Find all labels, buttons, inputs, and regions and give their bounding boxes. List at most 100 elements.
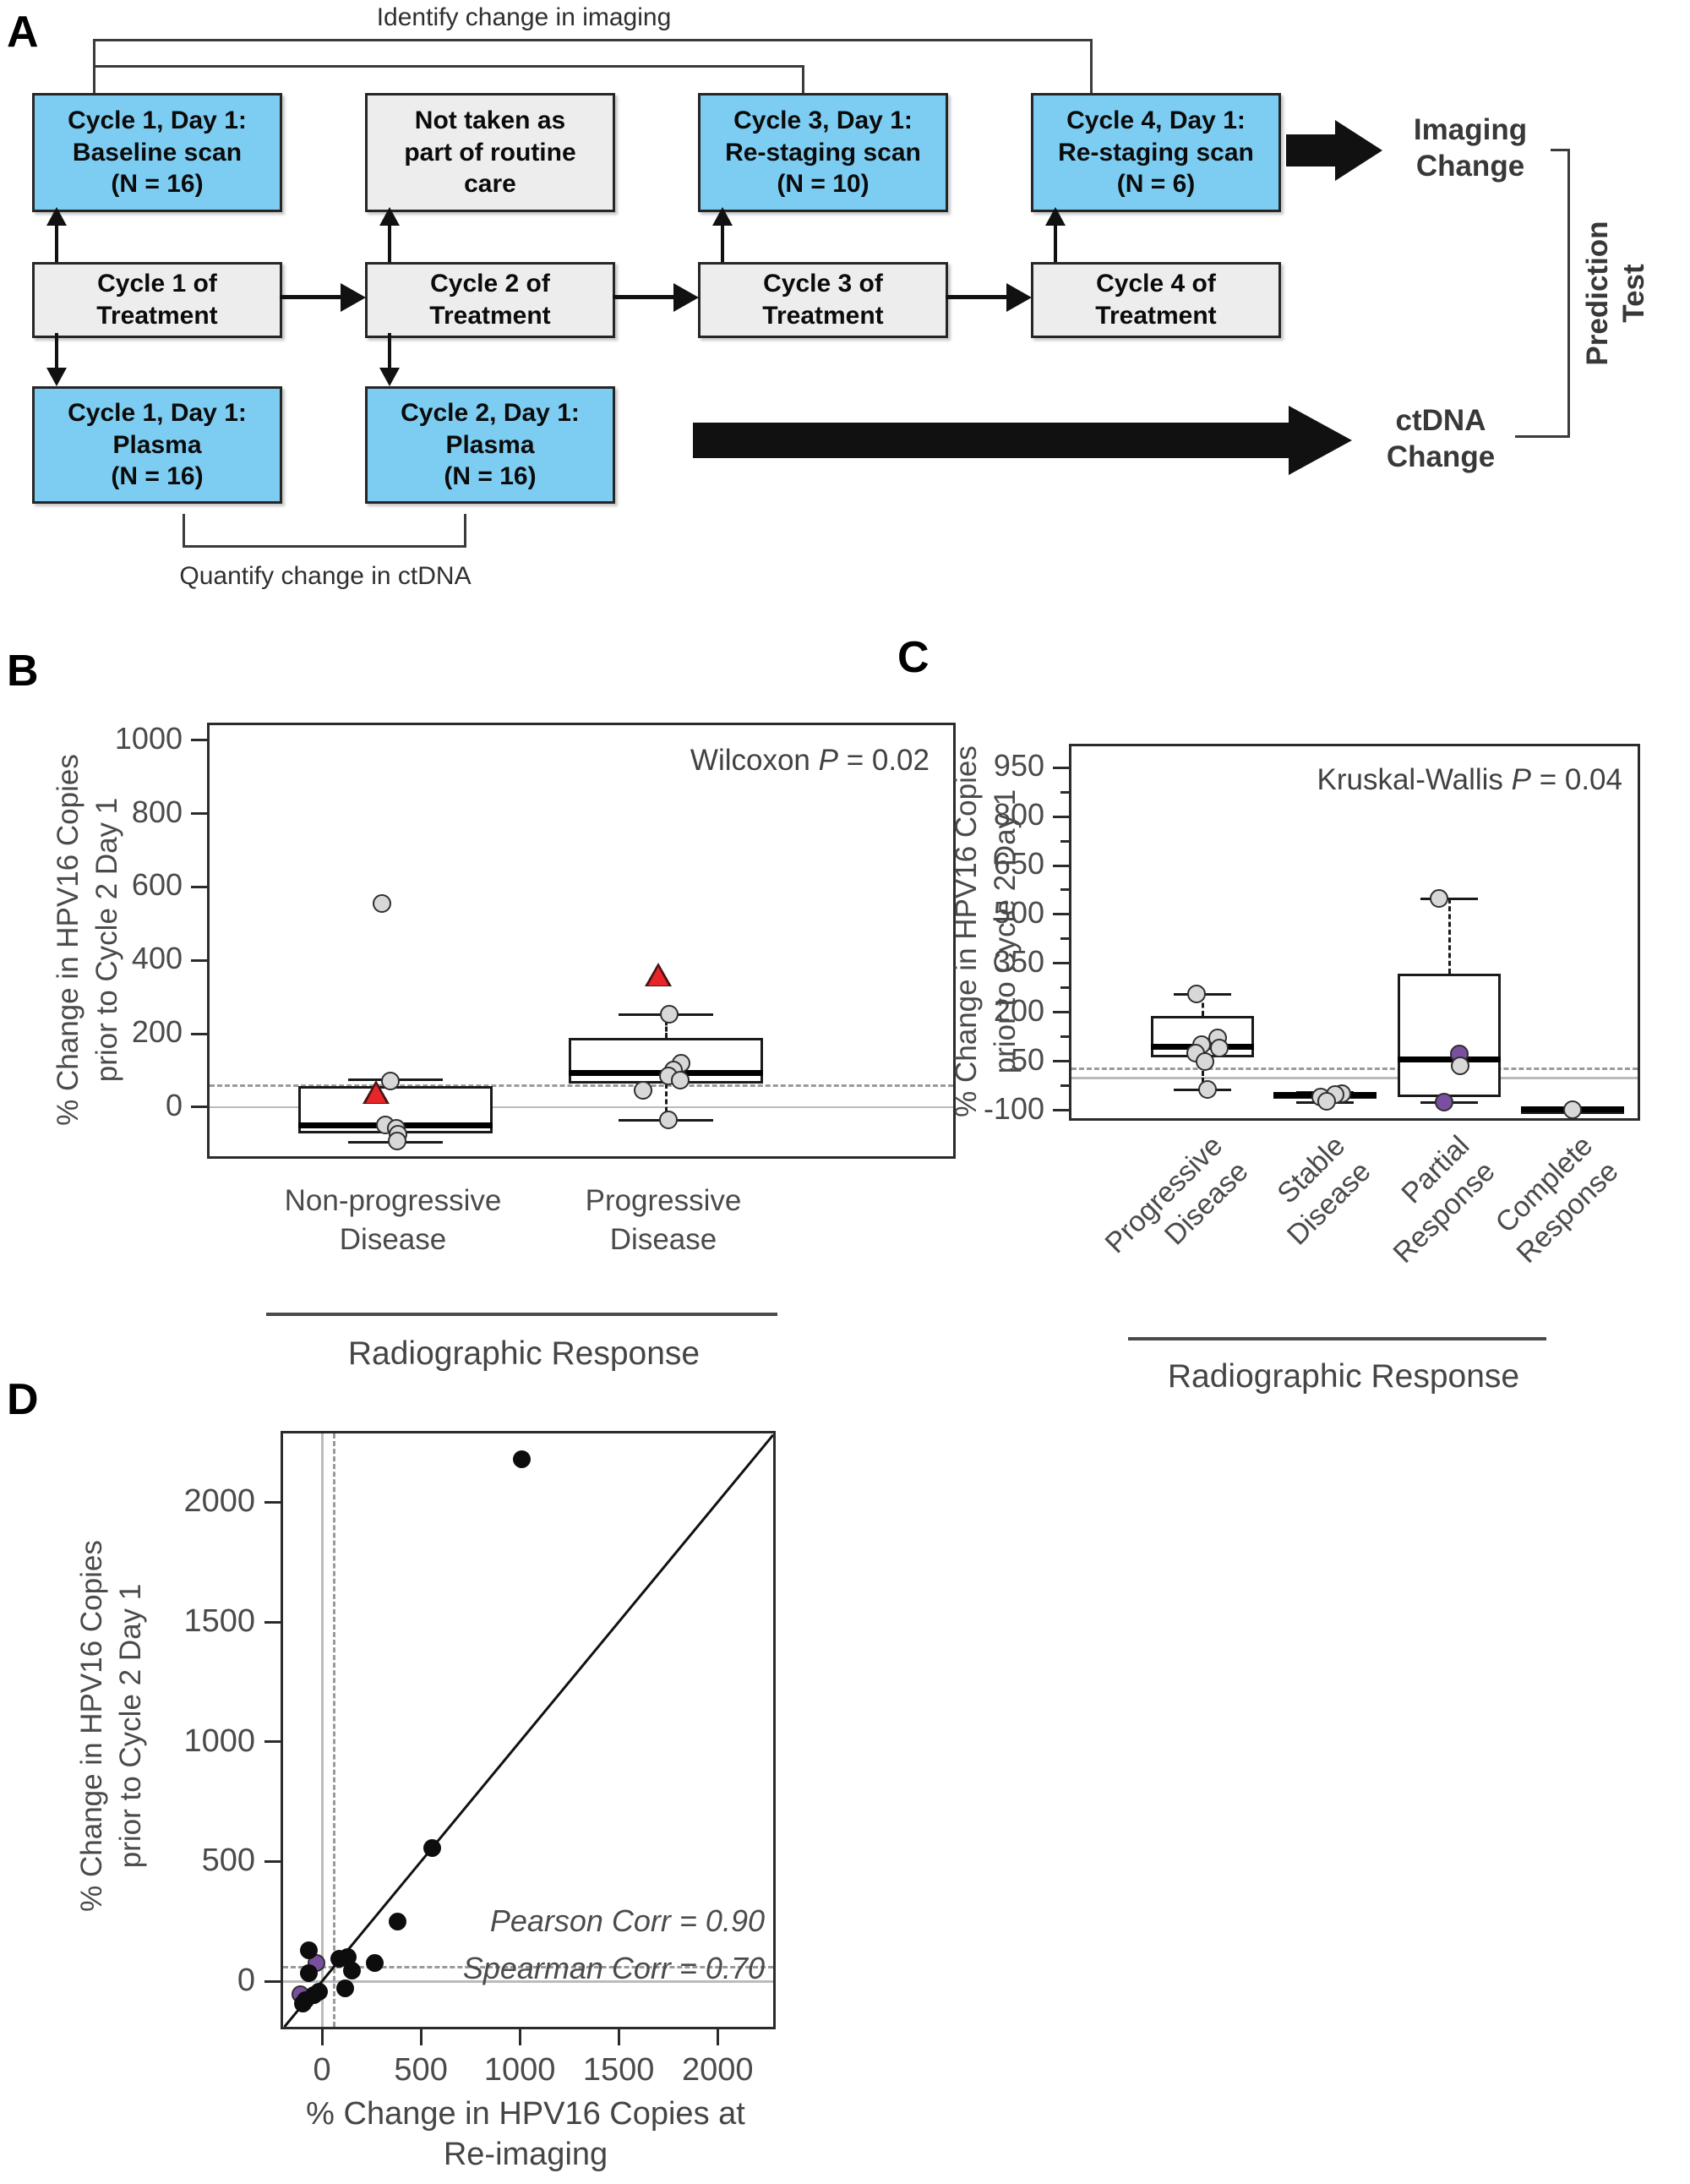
data-point	[671, 1070, 690, 1089]
y-minor-tick	[1060, 790, 1071, 794]
y-tick	[191, 958, 210, 962]
y-minor-tick	[1060, 1035, 1071, 1039]
data-point	[1210, 1038, 1229, 1057]
panel-d-x-title: % Change in HPV16 Copies at Re-imaging	[306, 2096, 745, 2172]
arrow-up-icon	[712, 207, 733, 226]
data-point	[1430, 889, 1448, 909]
y-tick-label: 600	[131, 867, 183, 903]
refline-solid	[283, 1980, 773, 1983]
flow-box-cycle1-plasma: Cycle 1, Day 1: Plasma (N = 16)	[32, 386, 282, 504]
y-tick-label: 800	[993, 797, 1044, 833]
arrow-line	[946, 295, 1006, 299]
y-tick	[191, 1106, 210, 1109]
ctdna-arrow-head-icon	[1289, 406, 1352, 475]
y-tick	[1053, 815, 1071, 818]
y-tick-label: 0	[237, 1963, 255, 1999]
identity-line	[283, 1433, 773, 2027]
arrow-line	[388, 333, 391, 369]
x-tick-label: 500	[394, 2052, 448, 2088]
whisker-upper	[664, 1014, 668, 1038]
imaging-arrow-head-icon	[1335, 120, 1382, 181]
y-minor-tick	[1060, 888, 1071, 892]
flow-box-cycle4-scan: Cycle 4, Day 1: Re-staging scan (N = 6)	[1031, 93, 1281, 212]
y-tick	[264, 1620, 283, 1624]
ctdna-change-label: ctDNA Change	[1386, 404, 1496, 473]
data-point	[1317, 1092, 1336, 1111]
x-tick-label: 2000	[681, 2052, 754, 2088]
scatter-point	[388, 1912, 406, 1930]
y-tick	[1053, 1011, 1071, 1014]
panel-b-y-title: % Change in HPV16 Copies prior to Cycle …	[52, 754, 123, 1126]
y-minor-tick	[1060, 1084, 1071, 1088]
panel-c-plot: -100 50 200 350 500 650 800 950	[984, 744, 1640, 1123]
data-point	[373, 893, 391, 913]
x-tick	[419, 2027, 422, 2045]
axis-title-rule	[1128, 1337, 1546, 1340]
x-tick	[716, 2027, 719, 2045]
flow-box-cycle2-treatment: Cycle 2 of Treatment	[365, 262, 615, 338]
stat-italic: P	[818, 744, 838, 777]
y-tick	[191, 885, 210, 888]
y-tick-label: -100	[983, 1090, 1044, 1126]
bracket-line	[1567, 149, 1570, 438]
data-point	[1198, 1080, 1217, 1099]
whisker-upper	[1201, 994, 1204, 1017]
x-tick	[617, 2027, 620, 2045]
scatter-point	[300, 1963, 319, 1982]
y-minor-tick	[1060, 839, 1071, 843]
y-tick	[1053, 766, 1071, 769]
bracket-line	[1090, 39, 1093, 93]
arrow-line	[55, 333, 58, 369]
y-tick	[191, 812, 210, 816]
panel-c-letter: C	[897, 633, 930, 682]
y-tick	[264, 1979, 283, 1983]
box-rect	[1398, 974, 1501, 1097]
data-point	[634, 1080, 652, 1100]
identify-imaging-label: Identify change in imaging	[376, 3, 672, 31]
bracket-line	[464, 514, 466, 548]
y-tick-label: 400	[131, 941, 183, 976]
bracket-line	[183, 514, 185, 548]
arrow-line	[280, 295, 341, 299]
flow-box-cycle3-treatment: Cycle 3 of Treatment	[698, 262, 948, 338]
prediction-test-label: Prediction Test	[1581, 221, 1650, 366]
median-line	[1398, 1056, 1501, 1062]
scatter-point	[335, 1979, 354, 1998]
refline-dashed	[283, 1966, 773, 1969]
panel-a-letter: A	[7, 8, 39, 57]
axis-title-rule	[266, 1313, 777, 1316]
arrow-up-icon	[379, 207, 400, 226]
arrow-line	[721, 223, 724, 262]
triangle-fill	[365, 1084, 386, 1104]
mean-triangle-icon	[363, 1080, 390, 1105]
y-tick	[1053, 913, 1071, 916]
y-tick-label: 200	[993, 992, 1044, 1028]
x-tick	[320, 2027, 324, 2045]
refline-solid	[210, 1106, 953, 1109]
flow-box-cycle2-plasma: Cycle 2, Day 1: Plasma (N = 16)	[365, 386, 615, 504]
mean-triangle-icon	[645, 962, 672, 986]
arrow-line	[613, 295, 673, 299]
y-tick-label: 0	[165, 1087, 183, 1122]
y-tick-label: 950	[993, 748, 1044, 784]
y-tick-label: 650	[993, 846, 1044, 881]
y-tick-label: 500	[201, 1843, 255, 1879]
stat-text: = 0.02	[837, 744, 930, 777]
y-tick	[191, 1032, 210, 1035]
data-point	[1196, 1052, 1214, 1072]
data-point	[1435, 1093, 1453, 1112]
whisker-cap	[1420, 897, 1478, 900]
data-point	[388, 1132, 406, 1151]
x-tick-label: 1500	[582, 2052, 655, 2088]
category-label-progressive: Progressive Disease	[585, 1184, 742, 1256]
arrow-line	[1054, 223, 1057, 262]
y-tick	[1053, 962, 1071, 965]
y-tick	[1053, 1060, 1071, 1063]
refline-solid-x	[321, 1433, 324, 2027]
y-tick-label: 1000	[183, 1723, 255, 1759]
panel-c-y-title: % Change in HPV16 Copies prior to Cycle …	[950, 745, 1022, 1117]
panel-b-stat: Wilcoxon P = 0.02	[473, 744, 930, 778]
arrow-right-icon	[341, 283, 366, 312]
x-tick	[518, 2027, 521, 2045]
